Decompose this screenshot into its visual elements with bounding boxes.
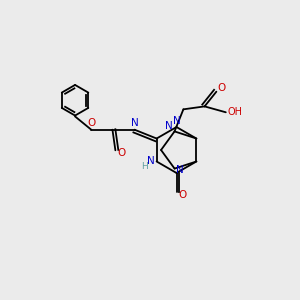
Text: O: O — [179, 190, 187, 200]
Text: N: N — [147, 157, 155, 166]
Text: OH: OH — [227, 107, 242, 117]
Text: O: O — [118, 148, 126, 158]
Text: N: N — [165, 121, 173, 131]
Text: O: O — [87, 118, 95, 128]
Text: H: H — [141, 162, 148, 171]
Text: N: N — [176, 165, 184, 175]
Text: N: N — [172, 116, 180, 126]
Text: O: O — [218, 83, 226, 93]
Text: N: N — [131, 118, 138, 128]
